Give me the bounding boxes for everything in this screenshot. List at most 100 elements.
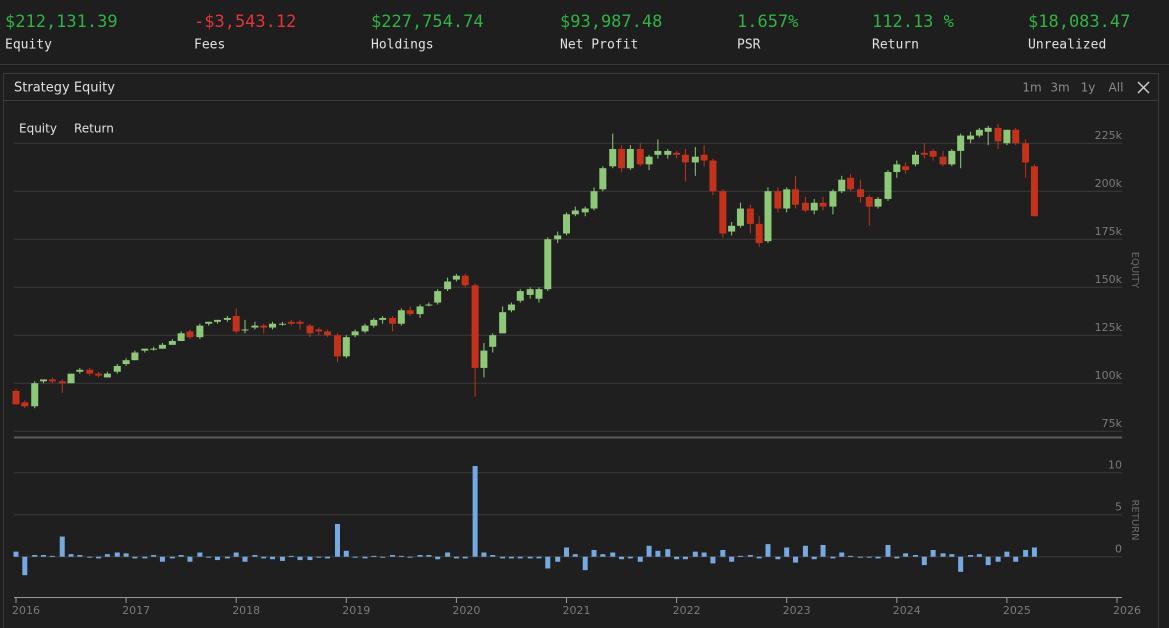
candle-body xyxy=(755,223,763,244)
candle-body xyxy=(213,319,221,322)
return-bar xyxy=(417,555,423,557)
return-bar xyxy=(325,556,331,559)
return-bar xyxy=(572,554,578,557)
candle-body xyxy=(251,325,259,328)
return-bar xyxy=(894,556,900,559)
return-bar xyxy=(261,556,267,559)
range-button[interactable]: 1y xyxy=(1081,81,1096,95)
candle-body xyxy=(40,379,48,382)
stat-value: $18,083.47 xyxy=(1028,12,1130,32)
candle-body xyxy=(278,323,286,325)
return-bar xyxy=(857,556,863,558)
return-bar xyxy=(151,555,157,557)
return-bar xyxy=(682,556,688,560)
y-tick-label: 175k xyxy=(1095,225,1123,238)
return-bar xyxy=(958,556,964,572)
return-bar xyxy=(737,555,743,557)
range-button[interactable]: 3m xyxy=(1050,81,1069,95)
series-tab[interactable]: Return xyxy=(74,122,114,136)
return-bar xyxy=(913,555,919,557)
return-bar xyxy=(1013,556,1019,562)
range-button[interactable]: All xyxy=(1109,81,1124,95)
return-bar xyxy=(142,556,148,559)
candle-body xyxy=(590,191,598,209)
stat-value: $227,754.74 xyxy=(371,12,484,32)
candle-body xyxy=(673,152,681,155)
range-button[interactable]: 1m xyxy=(1022,81,1041,95)
return-bar xyxy=(527,556,533,559)
candle-body xyxy=(389,317,397,324)
return-bar xyxy=(398,555,404,557)
candle-body xyxy=(563,214,570,234)
return-bar xyxy=(500,556,506,559)
return-bar xyxy=(875,556,881,559)
candle-body xyxy=(141,348,149,351)
return-bar xyxy=(802,545,808,557)
return-bar xyxy=(297,556,303,561)
return-bar xyxy=(564,547,569,557)
return-bar xyxy=(720,549,726,557)
x-tick-label: 2021 xyxy=(563,604,591,617)
return-bar xyxy=(610,552,616,557)
return-bar xyxy=(591,549,597,557)
return-bar xyxy=(729,556,735,562)
candle-body xyxy=(609,149,617,167)
return-bar xyxy=(307,556,313,561)
candle-body xyxy=(526,289,534,295)
close-button[interactable] xyxy=(1137,81,1150,94)
stat-label: Unrealized xyxy=(1028,38,1106,53)
candle-body xyxy=(452,275,460,280)
x-tick-label: 2017 xyxy=(122,604,150,617)
stat-label: Fees xyxy=(194,38,225,53)
candle-body xyxy=(746,208,754,224)
candle-body xyxy=(783,189,791,209)
return-bar xyxy=(1004,551,1010,557)
candle-body xyxy=(948,150,956,165)
return-bar xyxy=(820,544,826,557)
return-bar xyxy=(426,555,432,557)
return-bar xyxy=(462,556,468,559)
x-tick-label: 2018 xyxy=(232,604,260,617)
series-tab[interactable]: Equity xyxy=(19,122,57,136)
candle-body xyxy=(975,129,983,136)
y-tick-label: 5 xyxy=(1115,501,1122,514)
candle-body xyxy=(223,317,231,320)
y-tick-label: 75k xyxy=(1102,417,1123,430)
candle-body xyxy=(113,365,121,372)
candle-body xyxy=(342,337,350,357)
return-bar xyxy=(371,555,377,557)
return-bar xyxy=(206,556,212,558)
return-bar xyxy=(224,556,230,559)
candle-body xyxy=(764,191,772,242)
stat-value: 112.13 % xyxy=(872,12,954,32)
return-bar xyxy=(830,556,836,559)
stat-label: Holdings xyxy=(371,38,434,53)
return-bar xyxy=(104,554,110,557)
x-tick-label: 2023 xyxy=(783,604,811,617)
candle-body xyxy=(58,381,66,384)
candle-body xyxy=(67,373,75,384)
candle-body xyxy=(1030,166,1038,217)
return-bar xyxy=(178,555,184,557)
candle-body xyxy=(1003,129,1011,144)
return-bar xyxy=(701,552,707,557)
return-bar xyxy=(13,551,19,557)
candle-body xyxy=(571,210,579,215)
candle-body xyxy=(150,348,158,350)
return-bar xyxy=(866,556,872,558)
return-bar xyxy=(187,556,193,562)
return-bar xyxy=(445,552,451,557)
return-bar xyxy=(435,556,441,560)
stat-value: $93,987.48 xyxy=(560,12,662,32)
return-bar xyxy=(316,556,322,558)
candle-body xyxy=(444,281,452,290)
candle-body xyxy=(535,289,543,299)
candle-body xyxy=(416,306,424,315)
return-bar xyxy=(508,556,514,559)
x-tick-label: 2019 xyxy=(342,604,370,617)
return-bar xyxy=(343,550,349,557)
chart-panel xyxy=(3,73,1159,628)
return-bar xyxy=(930,549,936,557)
candle-body xyxy=(471,285,479,368)
candle-body xyxy=(893,164,901,173)
